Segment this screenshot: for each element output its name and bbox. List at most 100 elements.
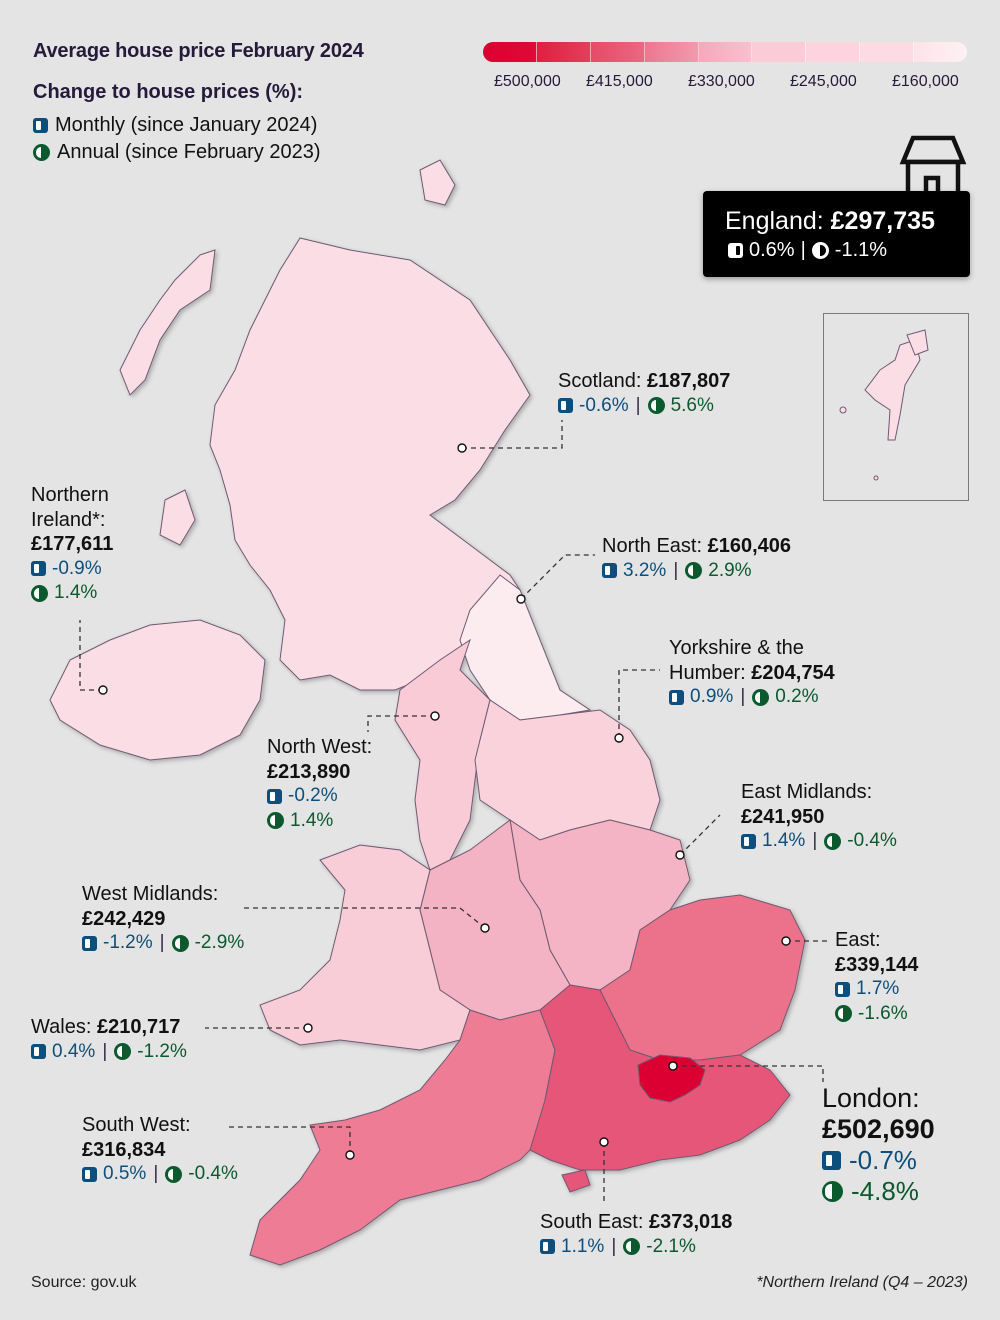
region-name: Yorkshire & the — [669, 637, 804, 659]
region-price: £502,690 — [822, 1114, 935, 1144]
monthly-change: -0.9% — [52, 557, 102, 579]
separator: | — [740, 686, 746, 707]
scale-segment — [698, 42, 753, 62]
annual-icon — [623, 1238, 641, 1256]
region-orkney — [419, 159, 456, 206]
monthly-change: 1.1% — [561, 1235, 605, 1257]
scale-segment — [536, 42, 591, 62]
monthly-icon — [822, 1151, 841, 1170]
region-name: East: — [835, 929, 881, 951]
region-price: £339,144 — [835, 953, 919, 976]
england-summary-box: England: £297,735 0.6% | -1.1% — [703, 191, 970, 277]
label-north-east: North East: £160,406 3.2% | 2.9% — [602, 534, 791, 583]
label-west-midlands: West Midlands: £242,429 -1.2% | -2.9% — [82, 882, 244, 956]
annual-change: -1.2% — [137, 1040, 187, 1062]
annual-icon — [752, 688, 770, 706]
annual-change: 1.4% — [54, 582, 98, 603]
region-islay — [159, 489, 196, 546]
region-name: Wales: — [31, 1016, 92, 1038]
region-outer-hebrides — [119, 249, 216, 396]
region-wales[interactable] — [259, 844, 471, 1051]
scale-label: £160,000 — [892, 73, 959, 90]
annual-change: -1.6% — [858, 1002, 908, 1024]
annual-icon — [822, 1181, 843, 1202]
region-yorkshire[interactable] — [474, 699, 661, 841]
region-price: £160,406 — [707, 535, 792, 557]
region-london[interactable] — [637, 1054, 706, 1103]
shetland-inset — [823, 313, 969, 501]
monthly-change: 0.4% — [52, 1040, 96, 1062]
england-name: England: — [725, 207, 824, 235]
monthly-icon — [33, 118, 48, 133]
region-price: £316,834 — [82, 1138, 166, 1161]
label-south-east: South East: £373,018 1.1% | -2.1% — [540, 1210, 732, 1259]
monthly-icon — [31, 1044, 46, 1060]
scale-segment — [644, 42, 699, 62]
separator: | — [611, 1235, 617, 1257]
separator: | — [635, 394, 641, 416]
monthly-change: -0.2% — [288, 785, 338, 806]
monthly-change: -1.2% — [103, 932, 153, 953]
label-london: London: £502,690 -0.7% -4.8% — [822, 1083, 935, 1207]
annual-change: -0.4% — [847, 830, 897, 851]
annual-change: 2.9% — [708, 559, 752, 581]
region-price: £177,611 — [31, 533, 114, 555]
label-east: East: £339,144 1.7% -1.6% — [835, 928, 918, 1026]
region-name: South East: — [540, 1211, 644, 1233]
monthly-change: 1.7% — [856, 978, 900, 999]
monthly-change: 3.2% — [623, 559, 667, 581]
monthly-icon — [602, 563, 617, 579]
separator: | — [102, 1040, 108, 1062]
region-price: £241,950 — [741, 805, 825, 828]
annual-icon — [171, 934, 189, 952]
region-name: Northern — [31, 484, 109, 506]
source-note: Source: gov.uk — [31, 1274, 137, 1291]
annual-change: 0.2% — [775, 686, 819, 707]
monthly-icon — [558, 398, 573, 414]
region-markers — [98, 443, 791, 1160]
monthly-icon — [82, 935, 97, 951]
annual-change: -2.1% — [646, 1235, 696, 1257]
monthly-icon — [669, 689, 684, 705]
label-south-west: South West: £316,834 0.5% | -0.4% — [82, 1113, 238, 1187]
region-price: £187,807 — [646, 370, 731, 392]
scale-segment — [590, 42, 645, 62]
monthly-icon — [728, 243, 743, 258]
scale-segment — [860, 42, 915, 62]
label-wales: Wales: £210,717 0.4% | -1.2% — [31, 1015, 187, 1064]
monthly-change: -0.7% — [849, 1145, 917, 1175]
annual-change: 5.6% — [670, 394, 714, 416]
england-annual: -1.1% — [834, 239, 888, 261]
region-isle-of-wight — [561, 1169, 591, 1193]
label-yorkshire: Yorkshire & the Humber: £204,754 0.9% | 0.… — [669, 636, 835, 710]
monthly-icon — [267, 788, 282, 804]
separator: | — [812, 830, 818, 851]
region-name: Scotland: — [558, 370, 642, 392]
region-scotland[interactable] — [209, 237, 531, 691]
legend-heading: Change to house prices (%): — [33, 81, 304, 103]
monthly-change: -0.6% — [579, 394, 629, 416]
region-name: North East: — [602, 535, 703, 557]
region-price: £242,429 — [82, 907, 166, 930]
legend-annual: Annual (since February 2023) — [33, 141, 320, 164]
color-scale-bar — [483, 42, 967, 62]
scale-label: £330,000 — [688, 73, 755, 90]
annual-icon — [31, 584, 48, 602]
annual-icon — [267, 812, 284, 830]
monthly-icon — [31, 561, 46, 577]
separator: | — [159, 932, 165, 953]
monthly-icon — [82, 1166, 97, 1182]
scale-segment — [914, 42, 967, 62]
region-name: South West: — [82, 1114, 191, 1136]
monthly-change: 0.9% — [690, 686, 734, 707]
region-northern-ireland[interactable] — [49, 619, 266, 761]
footnote: *Northern Ireland (Q4 – 2023) — [756, 1274, 968, 1291]
annual-icon — [114, 1043, 132, 1061]
region-name: Ireland*: — [31, 508, 106, 531]
legend-monthly: Monthly (since January 2024) — [33, 114, 317, 137]
region-north-west[interactable] — [394, 638, 491, 871]
region-price: £373,018 — [648, 1211, 733, 1233]
scale-label: £245,000 — [790, 73, 857, 90]
region-name: East Midlands: — [741, 781, 873, 803]
region-price: £210,717 — [96, 1016, 181, 1038]
